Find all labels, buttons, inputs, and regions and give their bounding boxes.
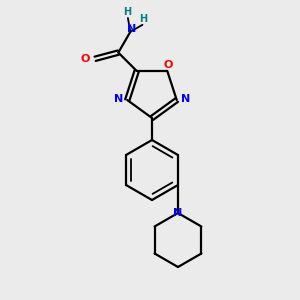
Text: N: N <box>173 208 183 218</box>
Text: N: N <box>127 24 136 34</box>
Text: N: N <box>114 94 123 104</box>
Text: O: O <box>164 60 173 70</box>
Text: H: H <box>140 14 148 24</box>
Text: H: H <box>123 7 131 17</box>
Text: N: N <box>181 94 190 104</box>
Text: O: O <box>81 54 90 64</box>
